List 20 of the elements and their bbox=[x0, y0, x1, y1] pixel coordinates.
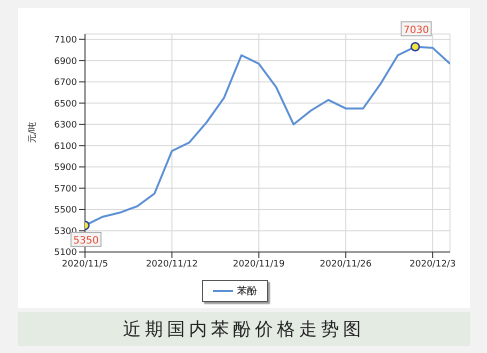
y-axis-title: 元/吨 bbox=[27, 122, 38, 143]
y-tick-label: 7100 bbox=[54, 36, 78, 46]
y-tick-label: 5900 bbox=[54, 163, 78, 174]
y-tick-label: 5100 bbox=[54, 248, 78, 258]
y-tick-label: 5700 bbox=[54, 184, 78, 194]
data-label: 5350 bbox=[73, 235, 99, 246]
x-tick-label: 2020/11/26 bbox=[320, 259, 372, 270]
y-tick-label: 6900 bbox=[54, 56, 78, 67]
x-tick-label: 2020/12/3 bbox=[410, 259, 456, 270]
legend-label: 苯酚 bbox=[237, 284, 257, 298]
x-tick-label: 2020/11/5 bbox=[62, 259, 108, 270]
x-tick-label: 2020/11/12 bbox=[146, 259, 198, 270]
y-tick-label: 6300 bbox=[54, 120, 78, 131]
y-tick-label: 6500 bbox=[54, 99, 78, 110]
text: 近期国内苯酚价格走势图 bbox=[18, 312, 470, 346]
y-tick-label: 6100 bbox=[54, 142, 78, 152]
y-tick-label: 6700 bbox=[54, 78, 78, 88]
data-label: 7030 bbox=[404, 24, 429, 36]
y-tick-label: 5500 bbox=[54, 206, 78, 216]
x-tick-label: 2020/11/19 bbox=[232, 259, 286, 270]
